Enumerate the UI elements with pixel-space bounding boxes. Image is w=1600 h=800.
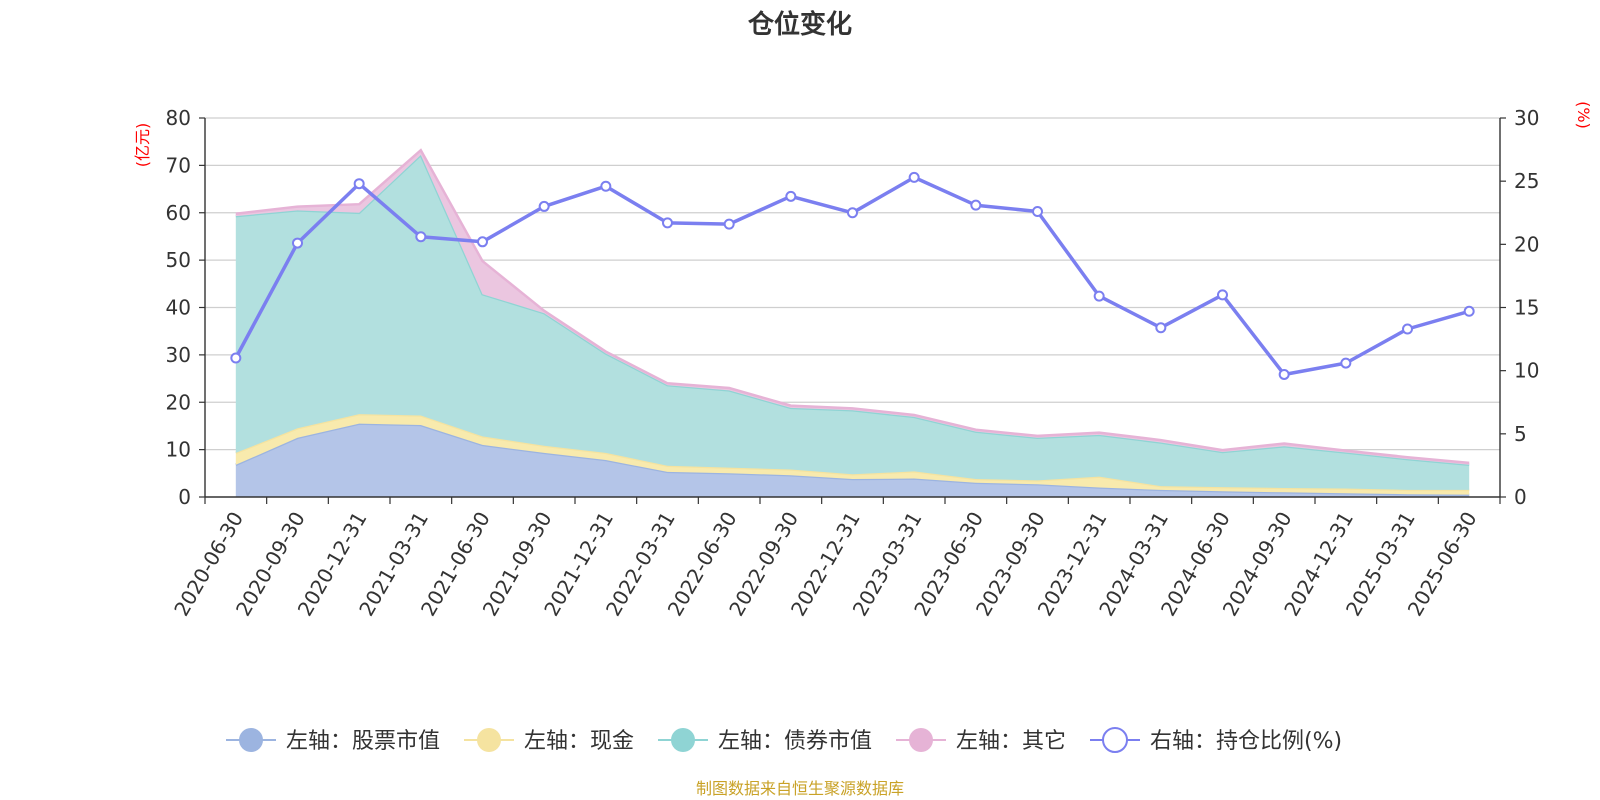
ratio-point: [230, 352, 242, 364]
left-tick-label: 40: [166, 296, 191, 320]
left-tick-label: 20: [166, 390, 191, 414]
ratio-point: [477, 236, 488, 248]
ratio-point: [908, 171, 920, 183]
left-tick-label: 0: [178, 485, 191, 509]
ratio-point: [1032, 205, 1043, 217]
right-tick-label: 5: [1514, 422, 1527, 446]
legend-item: 左轴：债券市值: [658, 728, 872, 754]
legend-label: 右轴：持仓比例(%): [1150, 729, 1342, 754]
legend-label: 左轴：股票市值: [286, 729, 440, 754]
legend-label: 左轴：债券市值: [718, 729, 872, 754]
source-note: 制图数据来自恒生聚源数据库: [696, 779, 904, 798]
stacked-areas: [235, 148, 1470, 497]
ratio-point: [538, 200, 550, 212]
left-tick-label: 10: [166, 438, 191, 462]
ratio-point: [1155, 322, 1167, 334]
legend-item: 左轴：现金: [464, 728, 634, 754]
ratio-point: [970, 199, 982, 211]
right-tick-label: 15: [1514, 296, 1539, 320]
left-tick-label: 50: [166, 248, 191, 272]
right-tick-label: 30: [1514, 106, 1539, 130]
ratio-point: [1278, 368, 1290, 380]
ratio-line: [230, 171, 1475, 380]
area-左轴：股票市值: [235, 423, 1470, 497]
legend: 左轴：股票市值 左轴：现金 左轴：债券市值 左轴：其它 右轴：持仓比例(%): [226, 727, 1342, 754]
legend-label: 左轴：其它: [956, 729, 1066, 754]
right-tick-label: 20: [1514, 232, 1539, 256]
right-axis-unit: (%): [1574, 101, 1593, 129]
ratio-point: [1463, 305, 1475, 317]
right-tick-label: 0: [1514, 485, 1527, 509]
chart-title: 仓位变化: [747, 9, 852, 40]
area-左轴：债券市值: [235, 155, 1470, 490]
left-tick-label: 80: [166, 106, 191, 130]
left-tick-label: 70: [166, 153, 191, 177]
legend-marker-icon: [1102, 727, 1128, 753]
legend-item: 右轴：持仓比例(%): [1090, 727, 1342, 754]
ratio-point: [353, 178, 365, 190]
legend-item: 左轴：其它: [896, 728, 1066, 754]
ratio-point: [662, 217, 673, 229]
area-左轴：现金: [235, 414, 1470, 495]
legend-item: 左轴：股票市值: [226, 728, 440, 754]
area-edge-左轴：其它: [235, 148, 1470, 465]
ratio-point: [1402, 323, 1413, 335]
ratio-point: [600, 180, 612, 192]
ratio-point: [292, 237, 303, 249]
ratio-point: [785, 190, 797, 202]
legend-marker-icon: [477, 728, 501, 752]
right-tick-label: 25: [1514, 169, 1539, 193]
right-tick-label: 10: [1514, 359, 1539, 383]
ratio-point: [1093, 290, 1105, 302]
ratio-point: [1340, 357, 1352, 369]
left-tick-label: 60: [166, 201, 191, 225]
ratio-point: [415, 231, 427, 243]
legend-marker-icon: [909, 728, 933, 752]
left-tick-label: 30: [166, 343, 191, 367]
ratio-point: [1217, 289, 1228, 301]
ratio-point: [847, 207, 858, 219]
legend-label: 左轴：现金: [524, 729, 634, 754]
left-axis-unit: (亿元): [133, 123, 152, 168]
ratio-point: [723, 218, 735, 230]
legend-marker-icon: [239, 728, 263, 752]
legend-marker-icon: [671, 728, 695, 752]
